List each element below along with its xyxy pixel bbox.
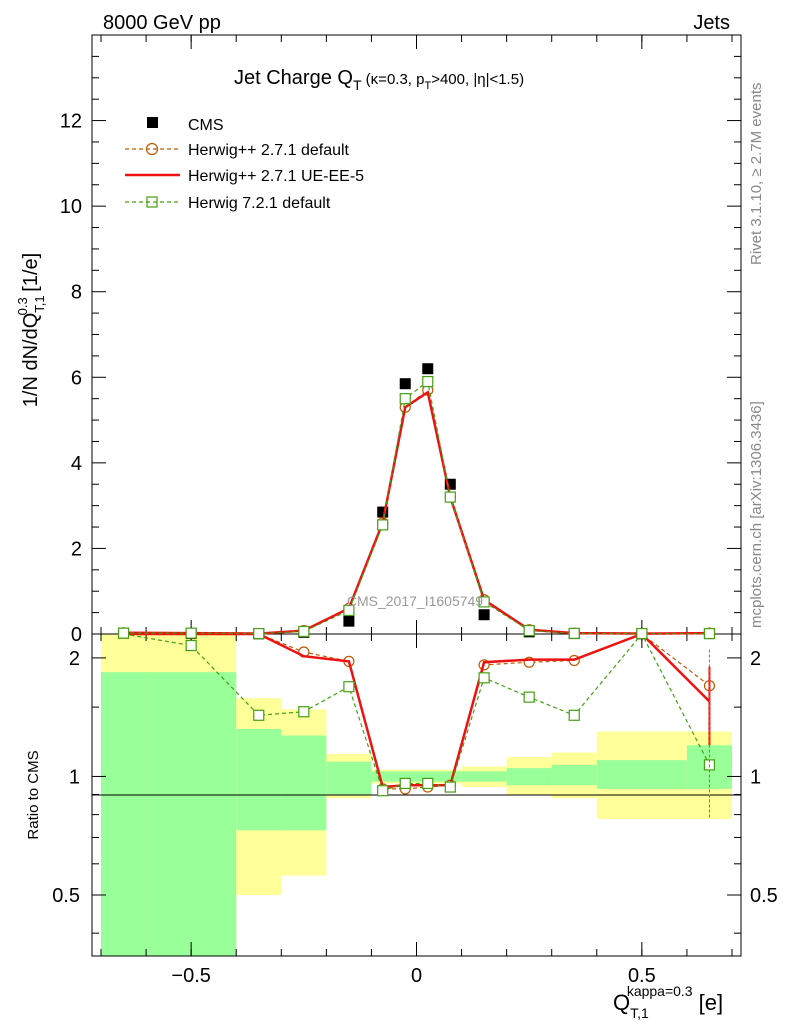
analysis-id-watermark: CMS_2017_I1605749 [347,593,483,609]
x-tick-label: 0 [411,965,422,987]
legend-marker-cms [147,117,158,128]
main-series-line [123,380,710,635]
y-tick-label: 12 [60,111,82,133]
herwig7-point [636,627,648,640]
herwig7-point [523,624,535,637]
cms-data-point [399,378,411,390]
herwig7-point [422,375,434,388]
ratio-stat-band [461,771,507,782]
herwig7-ratio-point [444,781,456,793]
ratio-y-tick-label: 1 [69,766,80,788]
legend-label-herwig7: Herwig 7.2.1 default [188,195,331,212]
herwig7-point [377,519,389,531]
cms-data-point [422,363,434,375]
herwig7-point [703,627,716,640]
herwig7-ratio-point [253,709,265,721]
herwig7-point [399,393,411,405]
rivet-version-label: Rivet 3.1.10, ≥ 2.7M events [748,83,765,266]
ratio-stat-band [506,768,552,786]
herwig7-point [444,491,456,503]
ratio-y-tick-label: 0.5 [52,885,80,907]
y-axis-label: 1/N dN/dQT,10.3 [1/e] [15,253,47,407]
herwig7-point [185,627,197,639]
cms-data-point [343,615,355,627]
ratio-stat-band [551,764,597,786]
herwig7-ratio-point [523,691,535,703]
ratio-y-axis-label: Ratio to CMS [25,750,42,839]
ratio-stat-band [416,771,440,782]
herwig7-point [343,604,355,617]
herwig7-ratio-point [185,639,197,652]
series-layer [117,363,716,819]
legend-marker-herwig-default [145,142,159,156]
herwig7-ratio-point [568,709,580,721]
x-tick-label: 0.5 [628,965,656,987]
ratio-series-line [123,632,710,792]
herwig7-ratio-point [478,672,490,684]
herwig7-point [478,596,490,608]
herwig7-point [298,625,310,638]
ratio-series-line [123,632,711,789]
ratio-stat-band [236,728,282,831]
y-tick-label: 0 [71,624,82,646]
herwig7-ratio-point [422,777,434,790]
y-tick-label: 4 [71,453,82,475]
plot-title: Jet Charge QT (κ=0.3, pT>400, |η|<1.5) [234,67,524,93]
process-label: Jets [693,12,730,34]
legend: CMS Herwig++ 2.7.1 default Herwig++ 2.7.… [125,117,364,212]
legend-label-herwig-default: Herwig++ 2.7.1 default [188,142,350,159]
legend-marker-herwig7 [146,196,158,208]
herwig7-point [253,627,265,640]
y-tick-label: 8 [71,282,82,304]
ratio-stat-band [439,771,462,782]
cms-data-point [377,506,389,518]
ratio-y-tick-label-right: 1 [750,766,761,788]
herwig7-point [568,627,580,639]
ratio-stat-band [596,760,687,789]
legend-label-cms: CMS [188,117,224,134]
ratio-uncertainty-bands [101,634,732,956]
ratio-stat-band [371,771,394,782]
herwig7-ratio-point [343,681,355,693]
herwig7-point [117,627,130,639]
cms-data-point [478,609,490,621]
herwig7-ratio-point [399,777,411,790]
y-tick-label: 2 [71,538,82,560]
ratio-y-tick-label: 2 [69,648,80,670]
ratio-stat-band [393,771,417,782]
ratio-stat-band [326,761,372,795]
ratio-y-tick-label-right: 0.5 [750,885,778,907]
ratio-y-tick-label-right: 2 [750,648,761,670]
ratio-stat-band [146,672,237,956]
x-axis-label: QT,1kappa=0.3 [e] [613,983,723,1021]
herwig7-ratio-point [377,785,389,797]
cms-data-point [444,478,456,490]
legend-label-herwig-ueee5: Herwig++ 2.7.1 UE-EE-5 [188,168,364,185]
y-tick-label: 6 [71,367,82,389]
y-tick-label: 10 [60,196,82,218]
x-tick-label: −0.5 [171,965,210,987]
energy-label: 8000 GeV pp [103,12,221,34]
mcplots-credit-label: mcplots.cern.ch [arXiv:1306.3436] [748,401,765,628]
herwig7-ratio-point [298,706,310,718]
ratio-stat-band [281,735,327,831]
ratio-stat-band [101,672,147,956]
